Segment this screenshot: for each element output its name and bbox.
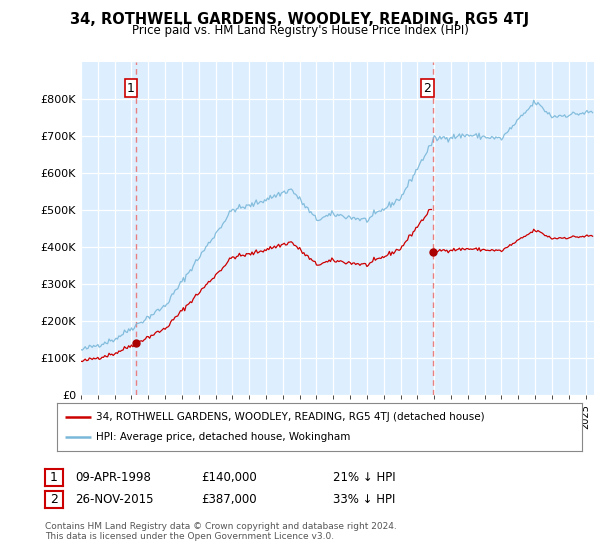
- Text: 26-NOV-2015: 26-NOV-2015: [75, 493, 154, 506]
- Text: 2: 2: [50, 493, 58, 506]
- Text: £140,000: £140,000: [201, 470, 257, 484]
- Text: 1: 1: [50, 470, 58, 484]
- Text: 21% ↓ HPI: 21% ↓ HPI: [333, 470, 395, 484]
- Text: HPI: Average price, detached house, Wokingham: HPI: Average price, detached house, Woki…: [97, 432, 351, 442]
- Text: 33% ↓ HPI: 33% ↓ HPI: [333, 493, 395, 506]
- Text: 09-APR-1998: 09-APR-1998: [75, 470, 151, 484]
- Text: 34, ROTHWELL GARDENS, WOODLEY, READING, RG5 4TJ: 34, ROTHWELL GARDENS, WOODLEY, READING, …: [70, 12, 530, 27]
- Text: 1: 1: [127, 82, 135, 95]
- Text: £387,000: £387,000: [201, 493, 257, 506]
- Text: 34, ROTHWELL GARDENS, WOODLEY, READING, RG5 4TJ (detached house): 34, ROTHWELL GARDENS, WOODLEY, READING, …: [97, 412, 485, 422]
- Text: Contains HM Land Registry data © Crown copyright and database right 2024.
This d: Contains HM Land Registry data © Crown c…: [45, 522, 397, 542]
- Text: Price paid vs. HM Land Registry's House Price Index (HPI): Price paid vs. HM Land Registry's House …: [131, 24, 469, 37]
- Text: 2: 2: [424, 82, 431, 95]
